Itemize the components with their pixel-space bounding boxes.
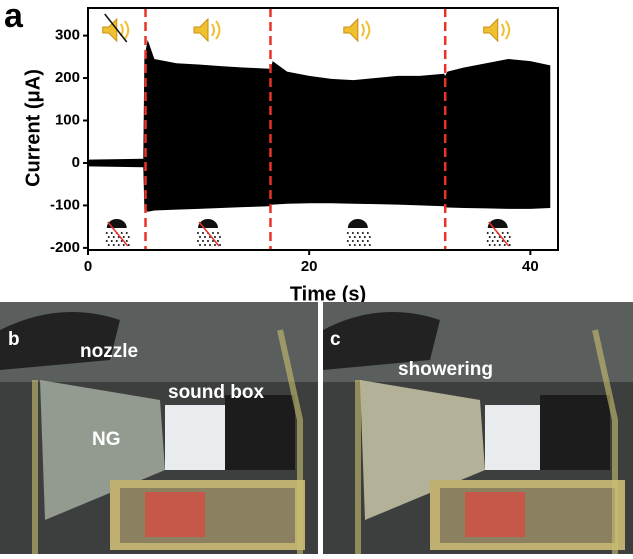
y-tick-label: 100 (55, 111, 80, 128)
photo-label: NG (92, 429, 121, 450)
x-tick-label: 20 (301, 258, 318, 275)
signal-area (88, 39, 551, 163)
icon (193, 17, 221, 247)
y-tick-label: 0 (72, 154, 80, 171)
photo-c (323, 302, 633, 554)
photo-label: nozzle (80, 341, 138, 362)
icon (343, 17, 371, 246)
x-tick-label: 40 (522, 258, 539, 275)
plot-frame (87, 7, 559, 251)
photo-label: sound box (168, 382, 264, 403)
y-tick-label: 200 (55, 69, 80, 86)
x-axis-label: Time (s) (290, 283, 366, 305)
panel-label: b (8, 329, 20, 350)
y-axis-label: Current (μA) (22, 69, 44, 187)
y-tick-label: -200 (50, 239, 80, 256)
icon (483, 17, 511, 247)
panel-label: a (4, 0, 24, 35)
y-tick-label: 300 (55, 27, 80, 44)
photo-label: showering (398, 359, 493, 380)
photo-b (0, 302, 318, 554)
panel-label: c (330, 329, 341, 350)
icon (102, 13, 130, 247)
signal-area (88, 162, 551, 212)
x-tick-label: 0 (84, 258, 92, 275)
y-tick-label: -100 (50, 196, 80, 213)
